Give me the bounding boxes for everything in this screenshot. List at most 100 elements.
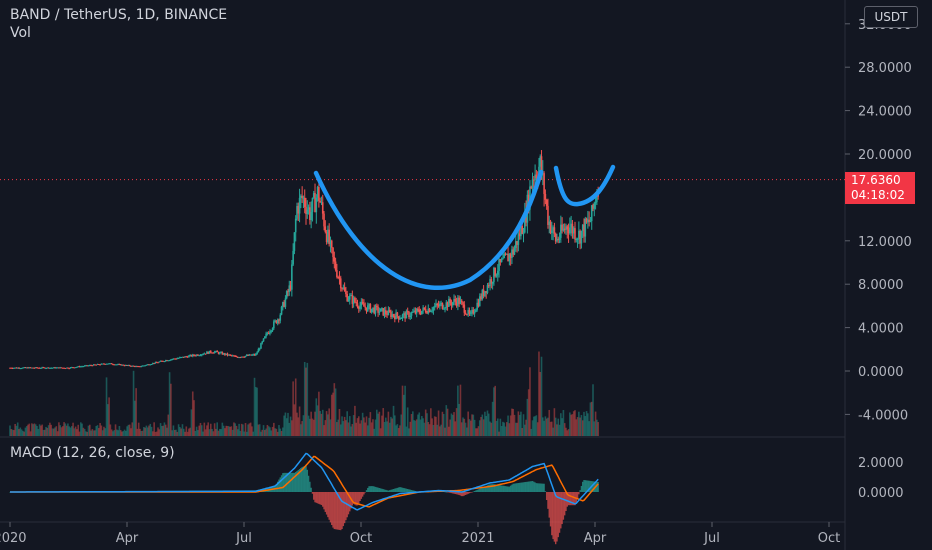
volume-bar [453,412,455,436]
candle-body [92,364,95,366]
candle-body [518,233,521,237]
candle-body [378,311,381,313]
macd-histogram-bar [323,492,325,510]
candle-body [364,306,367,308]
candle-body [399,318,401,320]
volume-bar [34,424,37,436]
candle-body [59,367,61,369]
candle-body [265,333,267,337]
volume-bar [327,414,329,436]
volume-bar [145,425,148,436]
macd-histogram-bar [535,483,538,492]
price-tick-label: 4.0000 [858,322,904,337]
candle-body [225,353,228,355]
candle-body [125,365,127,367]
candle-body [117,364,119,366]
volume-bar [521,428,524,436]
candle-body [122,364,125,366]
volume-bar [199,422,202,436]
volume-bar [395,425,397,436]
macd-histogram-bar [500,485,503,492]
volume-bar [324,420,327,436]
macd-histogram-bar [369,486,372,492]
volume-bar [161,425,163,436]
candle-body [418,309,421,313]
candle-body [413,310,415,312]
volume-bar [302,415,305,436]
volume-bar [220,429,222,436]
macd-histogram-bar [482,486,485,492]
candle-body [435,303,437,307]
candle-body [539,156,542,167]
volume-bar [42,429,45,436]
volume-bar [285,418,288,436]
candle-body [90,365,92,367]
volume-bar [516,422,518,436]
macd-histogram-bar [457,492,459,495]
candle-body [41,367,43,369]
candle-body [369,304,372,313]
macd-histogram-bar [370,486,373,492]
candle-body [499,259,502,263]
volume-bar [529,367,531,436]
volume-bar [298,406,301,436]
candle-body [547,205,549,225]
candle-body [472,309,475,314]
volume-bar [300,424,302,436]
macd-histogram-bar [580,485,583,492]
macd-histogram-bar [497,484,499,492]
volume-bar [46,427,49,436]
macd-histogram-bar [278,479,280,492]
volume-bar [498,431,500,436]
volume-bar [437,410,440,436]
candle-body [571,223,574,234]
volume-bar [162,425,164,436]
volume-bar [184,431,186,436]
candle-body [521,225,524,235]
volume-bar [249,422,252,436]
candle-body [440,302,442,304]
candle-body [255,353,257,356]
candle-body [248,354,251,356]
candle-body [374,305,377,314]
candle-body [148,364,150,366]
candle-body [105,363,108,365]
macd-histogram-bar [529,481,531,492]
volume-bar [560,413,562,436]
volume-bar [98,428,100,436]
candle-body [284,298,287,307]
candle-body [47,367,50,369]
candle-body [252,354,255,356]
candle-body [572,228,575,234]
volume-bar [155,431,158,436]
candle-body [370,308,373,313]
volume-bar [594,411,597,436]
candle-body [486,285,489,293]
volume-bar [408,428,410,436]
volume-bar [60,427,63,436]
candle-body [200,354,203,356]
candle-body [275,320,278,324]
volume-bar [185,426,188,436]
macd-histogram-bar [382,489,384,492]
volume-bar [310,411,312,436]
volume-bar [325,411,328,436]
volume-bar [207,422,209,436]
volume-bar [379,428,382,436]
volume-bar [312,419,315,436]
time-tick-label: 2021 [461,531,494,546]
macd-histogram-bar [504,486,507,492]
volume-bar [130,428,132,436]
candle-body [415,308,418,314]
candle-body [372,307,374,309]
candle-body [508,254,511,262]
candle-body [278,319,280,321]
candle-body [81,366,83,368]
volume-bar [128,424,131,436]
volume-bar [152,431,154,436]
volume-bar [134,400,136,436]
macd-histogram-bar [342,492,345,527]
volume-bars [9,351,599,436]
currency-button[interactable]: USDT [864,6,918,28]
